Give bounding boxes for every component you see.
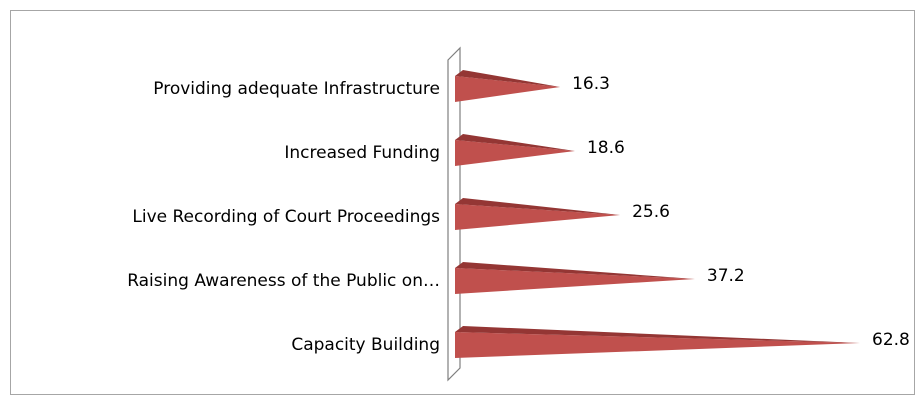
- data-label: 62.8: [872, 330, 910, 350]
- data-label: 16.3: [572, 74, 610, 94]
- data-label: 37.2: [707, 266, 745, 286]
- bar-top-face: [455, 326, 860, 343]
- y-tick-label: Capacity Building: [291, 335, 440, 355]
- bar: [455, 140, 575, 166]
- bar: [455, 268, 695, 294]
- bar-top-face: [455, 134, 575, 151]
- bar-top-face: [455, 262, 695, 279]
- y-tick-label: Increased Funding: [284, 143, 440, 163]
- bar: [455, 204, 621, 230]
- bar-top-face: [455, 198, 621, 215]
- bar: [455, 332, 860, 358]
- y-tick-label: Raising Awareness of the Public on…: [127, 271, 440, 291]
- bar: [455, 76, 561, 102]
- data-label: 25.6: [632, 202, 670, 222]
- data-label: 18.6: [587, 138, 625, 158]
- y-tick-label: Providing adequate Infrastructure: [153, 79, 440, 99]
- y-tick-label: Live Recording of Court Proceedings: [132, 207, 440, 227]
- bar-top-face: [455, 70, 561, 87]
